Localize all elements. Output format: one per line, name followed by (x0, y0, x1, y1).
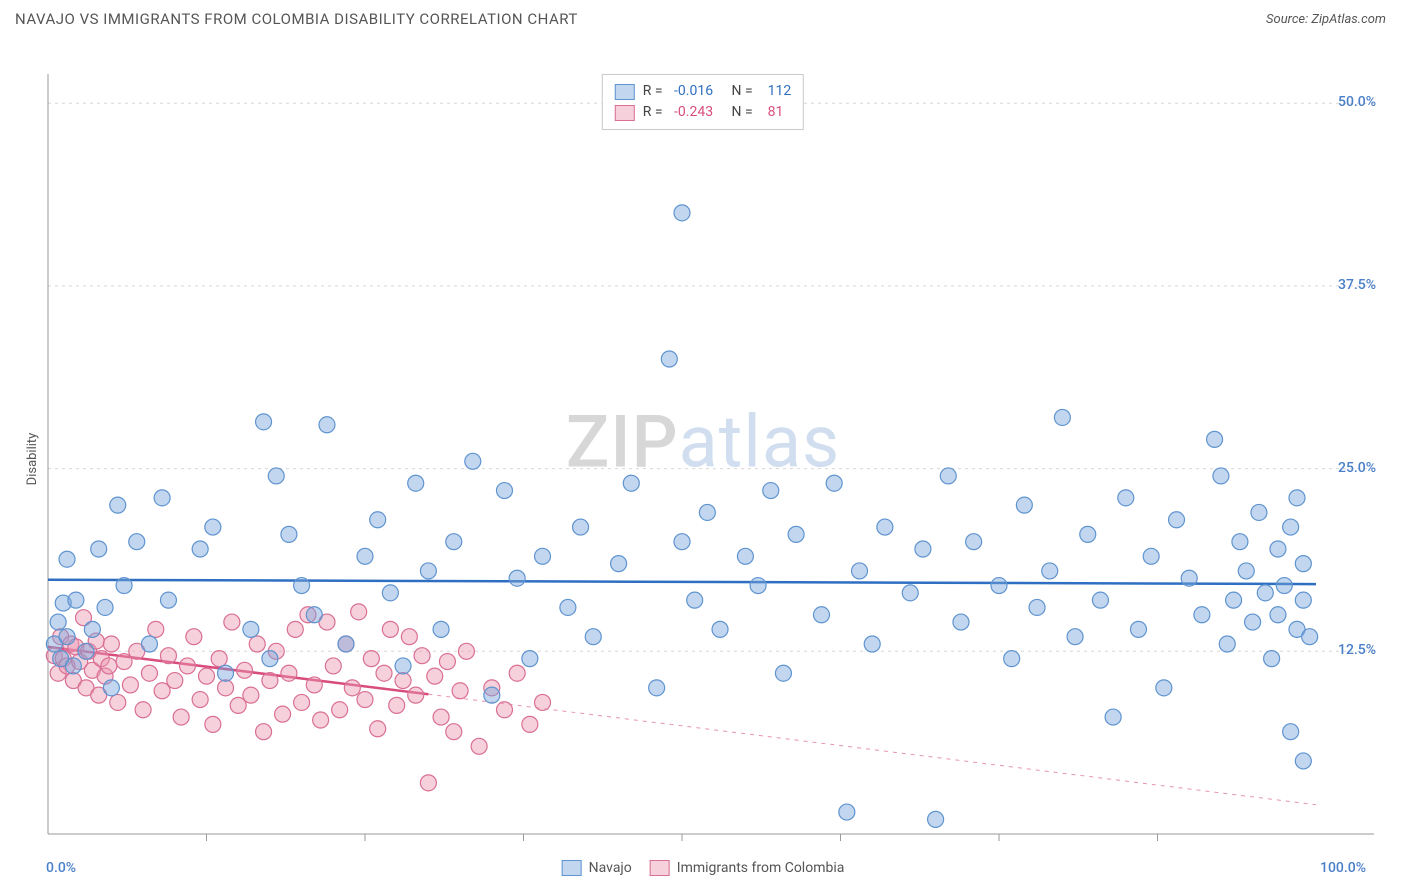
x-axis-max-label: 100.0% (1320, 860, 1366, 876)
legend-row-colombia: R = -0.243 N = 81 (615, 102, 791, 123)
source-attribution: Source: ZipAtlas.com (1266, 12, 1386, 27)
legend-swatch (650, 860, 670, 876)
y-tick-label: 37.5% (1338, 277, 1376, 293)
chart-container: Disability ZIPatlas R = -0.016 N = 112R … (0, 34, 1406, 884)
y-tick-label: 25.0% (1338, 460, 1376, 476)
series-legend: Navajo Immigrants from Colombia (562, 860, 845, 876)
legend-row-navajo: R = -0.016 N = 112 (615, 81, 791, 102)
y-tick-label: 50.0% (1338, 94, 1376, 110)
legend-label: Navajo (589, 860, 632, 876)
y-tick-label: 12.5% (1338, 642, 1376, 658)
legend-item-navajo: Navajo (562, 860, 632, 876)
legend-label: Immigrants from Colombia (677, 860, 845, 876)
title-bar: NAVAJO VS IMMIGRANTS FROM COLOMBIA DISAB… (0, 0, 1406, 34)
chart-title: NAVAJO VS IMMIGRANTS FROM COLOMBIA DISAB… (15, 10, 578, 28)
legend-swatch (562, 860, 582, 876)
legend-item-colombia: Immigrants from Colombia (650, 860, 845, 876)
y-axis-label: Disability (25, 433, 40, 486)
legend-swatch (615, 84, 635, 100)
x-axis-min-label: 0.0% (46, 860, 76, 876)
legend-swatch (615, 105, 635, 121)
correlation-legend: R = -0.016 N = 112R = -0.243 N = 81 (602, 74, 804, 130)
scatter-plot (0, 34, 1406, 864)
